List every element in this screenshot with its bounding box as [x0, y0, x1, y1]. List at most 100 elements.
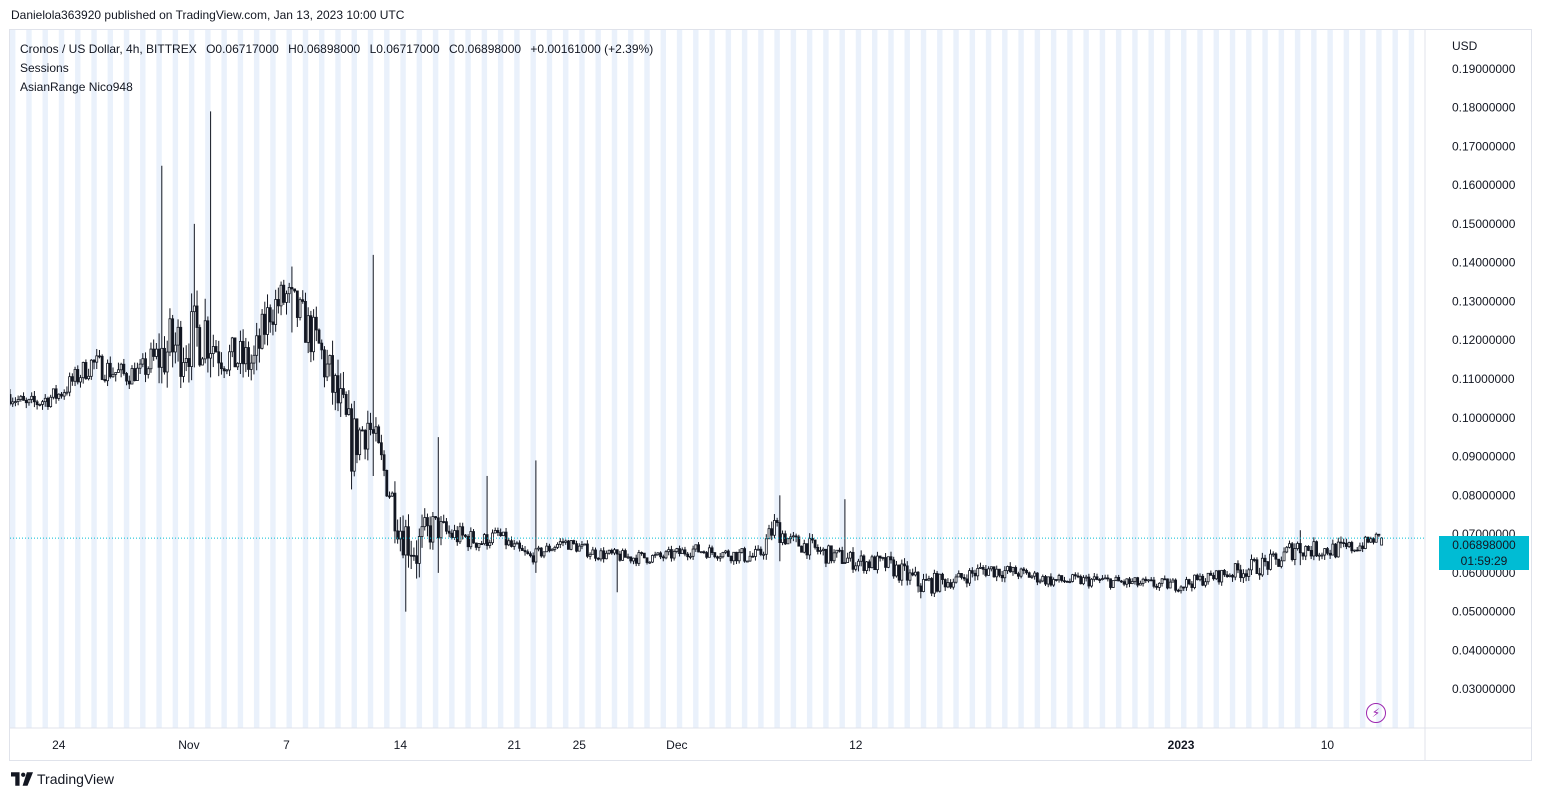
- candle: [141, 353, 145, 368]
- candle: [1114, 575, 1118, 582]
- candle: [938, 573, 942, 593]
- candle: [1000, 570, 1004, 582]
- candle: [260, 309, 264, 350]
- candle: [474, 542, 478, 551]
- candle: [707, 544, 711, 558]
- candle: [1358, 542, 1362, 552]
- candle-body: [878, 555, 882, 559]
- candle-body: [282, 284, 286, 303]
- candle: [802, 539, 806, 554]
- candle-body: [220, 362, 223, 370]
- candle: [561, 538, 565, 547]
- legend-indicator-asianrange[interactable]: AsianRange Nico948: [20, 80, 133, 94]
- candle-body: [1011, 567, 1015, 573]
- candle: [388, 491, 391, 499]
- candle-body: [591, 549, 595, 555]
- candle: [702, 550, 706, 555]
- candle: [1092, 572, 1096, 582]
- candle-body: [1157, 582, 1161, 588]
- time-tick-label: Dec: [666, 738, 687, 752]
- candle: [298, 297, 302, 321]
- candle-body: [680, 549, 684, 554]
- candle-body: [230, 337, 234, 353]
- candle-body: [567, 540, 570, 550]
- candle-body: [1320, 554, 1324, 557]
- candle: [407, 514, 410, 568]
- lightning-bolt-icon[interactable]: ⚡: [1366, 703, 1386, 723]
- candle-body: [900, 563, 904, 581]
- candle-body: [770, 528, 774, 536]
- candle: [783, 530, 787, 546]
- candle-body: [1082, 577, 1085, 585]
- candle: [984, 565, 988, 578]
- candle: [526, 549, 530, 555]
- candle: [987, 566, 990, 576]
- candle: [1038, 578, 1042, 584]
- candle-body: [800, 545, 803, 553]
- candle-body: [249, 362, 253, 370]
- candle: [1006, 565, 1009, 574]
- candle-body: [371, 429, 375, 434]
- candle: [347, 390, 351, 416]
- candle: [431, 512, 435, 550]
- candle: [1271, 551, 1275, 557]
- candle-body: [903, 563, 906, 567]
- candle-body: [661, 556, 665, 559]
- candle-body: [1353, 549, 1356, 552]
- candle-body: [1336, 541, 1340, 558]
- candle: [672, 549, 676, 561]
- candle-body: [325, 363, 329, 378]
- legend-indicator-sessions[interactable]: Sessions: [20, 61, 69, 75]
- candle: [840, 546, 844, 565]
- candle-body: [136, 367, 139, 381]
- candle-body: [1054, 579, 1058, 581]
- candle-body: [710, 547, 714, 553]
- legend-symbol[interactable]: Cronos / US Dollar, 4h, BITTREX: [20, 42, 197, 56]
- candle: [857, 558, 860, 572]
- candle-body: [366, 422, 370, 450]
- candle-body: [420, 526, 424, 537]
- candle: [1052, 577, 1056, 587]
- candle: [873, 555, 877, 571]
- tradingview-brand[interactable]: TradingView: [11, 771, 114, 787]
- candle: [951, 578, 955, 590]
- candle-body: [1252, 559, 1256, 561]
- candle: [512, 539, 516, 550]
- candle: [168, 308, 172, 357]
- candlestick-chart[interactable]: USD0.030000000.040000000.050000000.06000…: [10, 30, 1532, 761]
- candle-body: [1147, 579, 1150, 582]
- candle: [360, 426, 364, 432]
- candle-body: [615, 549, 619, 555]
- candle: [496, 527, 500, 537]
- candle-body: [271, 321, 275, 325]
- candle-body: [916, 571, 920, 587]
- chart-panel[interactable]: USD 0.03000000 0.04000000 0.05000000 0.06000…: [9, 29, 1532, 761]
- candle-body: [1366, 536, 1370, 543]
- candle-body: [87, 375, 91, 380]
- candle: [1285, 545, 1289, 554]
- candle-body: [984, 568, 988, 576]
- candle-body: [146, 368, 150, 375]
- candle-body: [176, 326, 180, 346]
- price-tick-label: 0.10000000: [1452, 411, 1516, 425]
- candle: [754, 545, 757, 561]
- candle: [884, 553, 887, 572]
- candle-body: [1152, 579, 1156, 587]
- candle-body: [995, 568, 999, 578]
- candle-body: [629, 556, 633, 562]
- time-tick-label: 25: [573, 738, 587, 752]
- session-band: [1018, 30, 1024, 728]
- candle: [1241, 569, 1245, 584]
- candle: [1344, 538, 1348, 550]
- candle-body: [1122, 581, 1126, 585]
- candle-body: [409, 554, 413, 557]
- candle: [38, 403, 42, 407]
- session-band: [58, 30, 65, 728]
- session-band: [1002, 30, 1008, 728]
- session-band: [920, 30, 927, 728]
- candle: [735, 551, 738, 565]
- candle-body: [1350, 542, 1354, 552]
- candle-body: [840, 550, 844, 564]
- candle-body: [106, 362, 109, 382]
- legend-high: H0.06898000: [288, 42, 361, 56]
